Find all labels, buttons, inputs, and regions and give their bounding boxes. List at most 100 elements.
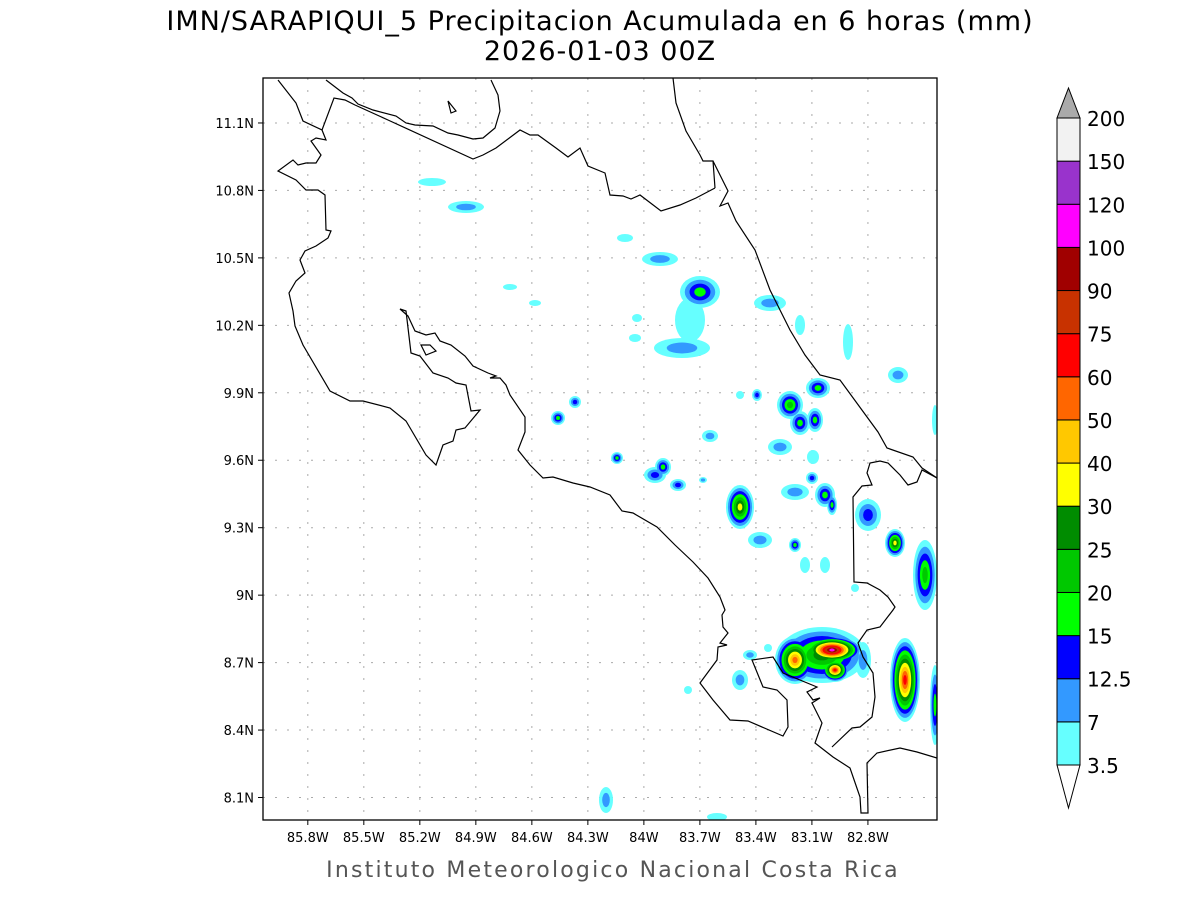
precip-contour-3.5: [800, 557, 810, 573]
precip-contour-3.5: [418, 178, 446, 186]
colorbar-swatch: [1056, 203, 1081, 248]
island: [447, 100, 457, 114]
lat-tick-label: 11.1N: [215, 117, 254, 132]
plot-frame: [262, 77, 938, 821]
precip-contour-15: [615, 456, 619, 460]
precip-contour-3.5: [932, 405, 937, 435]
lon-tick-label: 84.9W: [455, 831, 497, 846]
precip-contour-15: [814, 385, 822, 391]
precip-contour-3.5: [851, 584, 859, 592]
precip-contour-3.5: [632, 314, 642, 322]
lon-tick-label: 84.6W: [511, 831, 553, 846]
colorbar-swatch: [1056, 505, 1081, 550]
colorbar-swatch: [1056, 246, 1081, 292]
precip-contour-12.5: [675, 482, 681, 488]
colorbar-swatch: [1056, 548, 1081, 593]
lat-tick-label: 8.7N: [224, 657, 254, 672]
colorbar-label: 15: [1087, 625, 1112, 649]
precip-contour-15: [822, 491, 828, 499]
precip-contour-15: [812, 416, 818, 424]
colorbar-swatch: [1056, 290, 1081, 335]
colorbar-swatch: [1056, 721, 1081, 766]
precip-contour-3.5: [820, 557, 830, 573]
colorbar-swatch: [1056, 419, 1081, 464]
colorbar-swatch: [1056, 462, 1081, 507]
precip-contour-3.5: [617, 234, 633, 242]
precip-contour-7: [773, 442, 787, 452]
lon-tick-label: 82.8W: [847, 831, 889, 846]
lat-tick-label: 9.9N: [224, 387, 254, 402]
precip-contour-20: [787, 401, 793, 409]
colorbar-label: 150: [1087, 150, 1125, 174]
lat-tick-label: 10.5N: [215, 252, 254, 267]
map-subtitle-date: 2026-01-03 00Z: [484, 36, 716, 67]
precip-contour-7: [666, 342, 698, 354]
lon-tick-label: 85.5W: [343, 831, 385, 846]
precip-contour-7: [705, 432, 715, 440]
lon-tick-label: 84.3W: [567, 831, 609, 846]
lake-nicaragua-shore: [325, 79, 501, 140]
precip-contour-7: [892, 370, 904, 380]
lat-tick-label: 9.6N: [224, 454, 254, 469]
lon-tick-label: 83.1W: [791, 831, 833, 846]
colorbar-label: 50: [1087, 409, 1112, 433]
lat-tick-label: 8.1N: [224, 792, 254, 807]
precip-contour-15: [830, 502, 834, 508]
colorbar-swatch: [1056, 333, 1081, 378]
precip-contour-20: [922, 566, 928, 584]
colorbar-swatch: [1056, 678, 1081, 723]
precip-contour-15: [694, 287, 706, 297]
precip-contour-30: [737, 503, 743, 511]
precip-contour-12.5: [650, 472, 660, 478]
island-gulf: [420, 344, 438, 356]
precip-contour-7: [650, 255, 670, 263]
coastline: [276, 78, 937, 814]
precip-contour-7: [735, 674, 745, 686]
precip-contour-3.5: [807, 450, 819, 464]
colorbar-label: 40: [1087, 452, 1112, 476]
colorbar-label: 12.5: [1087, 668, 1132, 692]
colorbar-label: 120: [1087, 193, 1125, 217]
colorbar-label: 25: [1087, 538, 1112, 562]
precip-contour-60: [903, 675, 907, 685]
precip-contour-15: [556, 416, 560, 420]
precip-contour-12.5: [863, 509, 873, 521]
colorbar-legend: 3.5 7 12.5 15 20 25 30 40 50 60 75 90 100 120 150 200: [1056, 86, 1132, 810]
precip-contour-7: [753, 535, 767, 545]
precip-contour-7: [787, 487, 803, 497]
precip-contour-15: [793, 543, 797, 547]
lon-tick-label: 85.2W: [399, 831, 441, 846]
precip-contour-7: [456, 203, 476, 211]
lon-tick-label: 83.4W: [735, 831, 777, 846]
coastline-north: [321, 97, 716, 212]
precip-contour-7: [746, 652, 754, 658]
precip-contour-7: [761, 298, 779, 308]
lon-tick-label: 84W: [629, 831, 659, 846]
colorbar-over-triangle: [1056, 86, 1081, 119]
lat-tick-label: 9.3N: [224, 522, 254, 537]
precip-contour-15: [660, 464, 666, 470]
precip-contour-15: [797, 419, 803, 427]
precip-contour-12.5: [572, 399, 578, 405]
lat-tick-label: 10.8N: [215, 184, 254, 199]
precip-contour-7: [602, 792, 610, 808]
precip-contour-60: [833, 668, 837, 672]
precip-contour-7: [858, 650, 868, 670]
colorbar-under-triangle: [1056, 764, 1081, 810]
precip-contour-12.5: [755, 392, 759, 398]
precip-contour-3.5: [503, 284, 517, 290]
precip-contour-100: [829, 648, 835, 652]
colorbar-swatch: [1056, 160, 1081, 205]
lat-tick-label: 9N: [236, 589, 254, 604]
map-grid: [263, 78, 937, 820]
precipitation-field: [418, 178, 937, 820]
colorbar-label: 30: [1087, 495, 1112, 519]
precip-contour-7: [700, 478, 706, 482]
precip-contour-3.5: [684, 686, 692, 694]
colorbar-swatch: [1056, 591, 1081, 637]
colorbar-label: 100: [1087, 236, 1125, 260]
precip-contour-3.5: [764, 644, 772, 652]
precip-contour-3.5: [795, 315, 805, 335]
lon-tick-label: 83.7W: [679, 831, 721, 846]
